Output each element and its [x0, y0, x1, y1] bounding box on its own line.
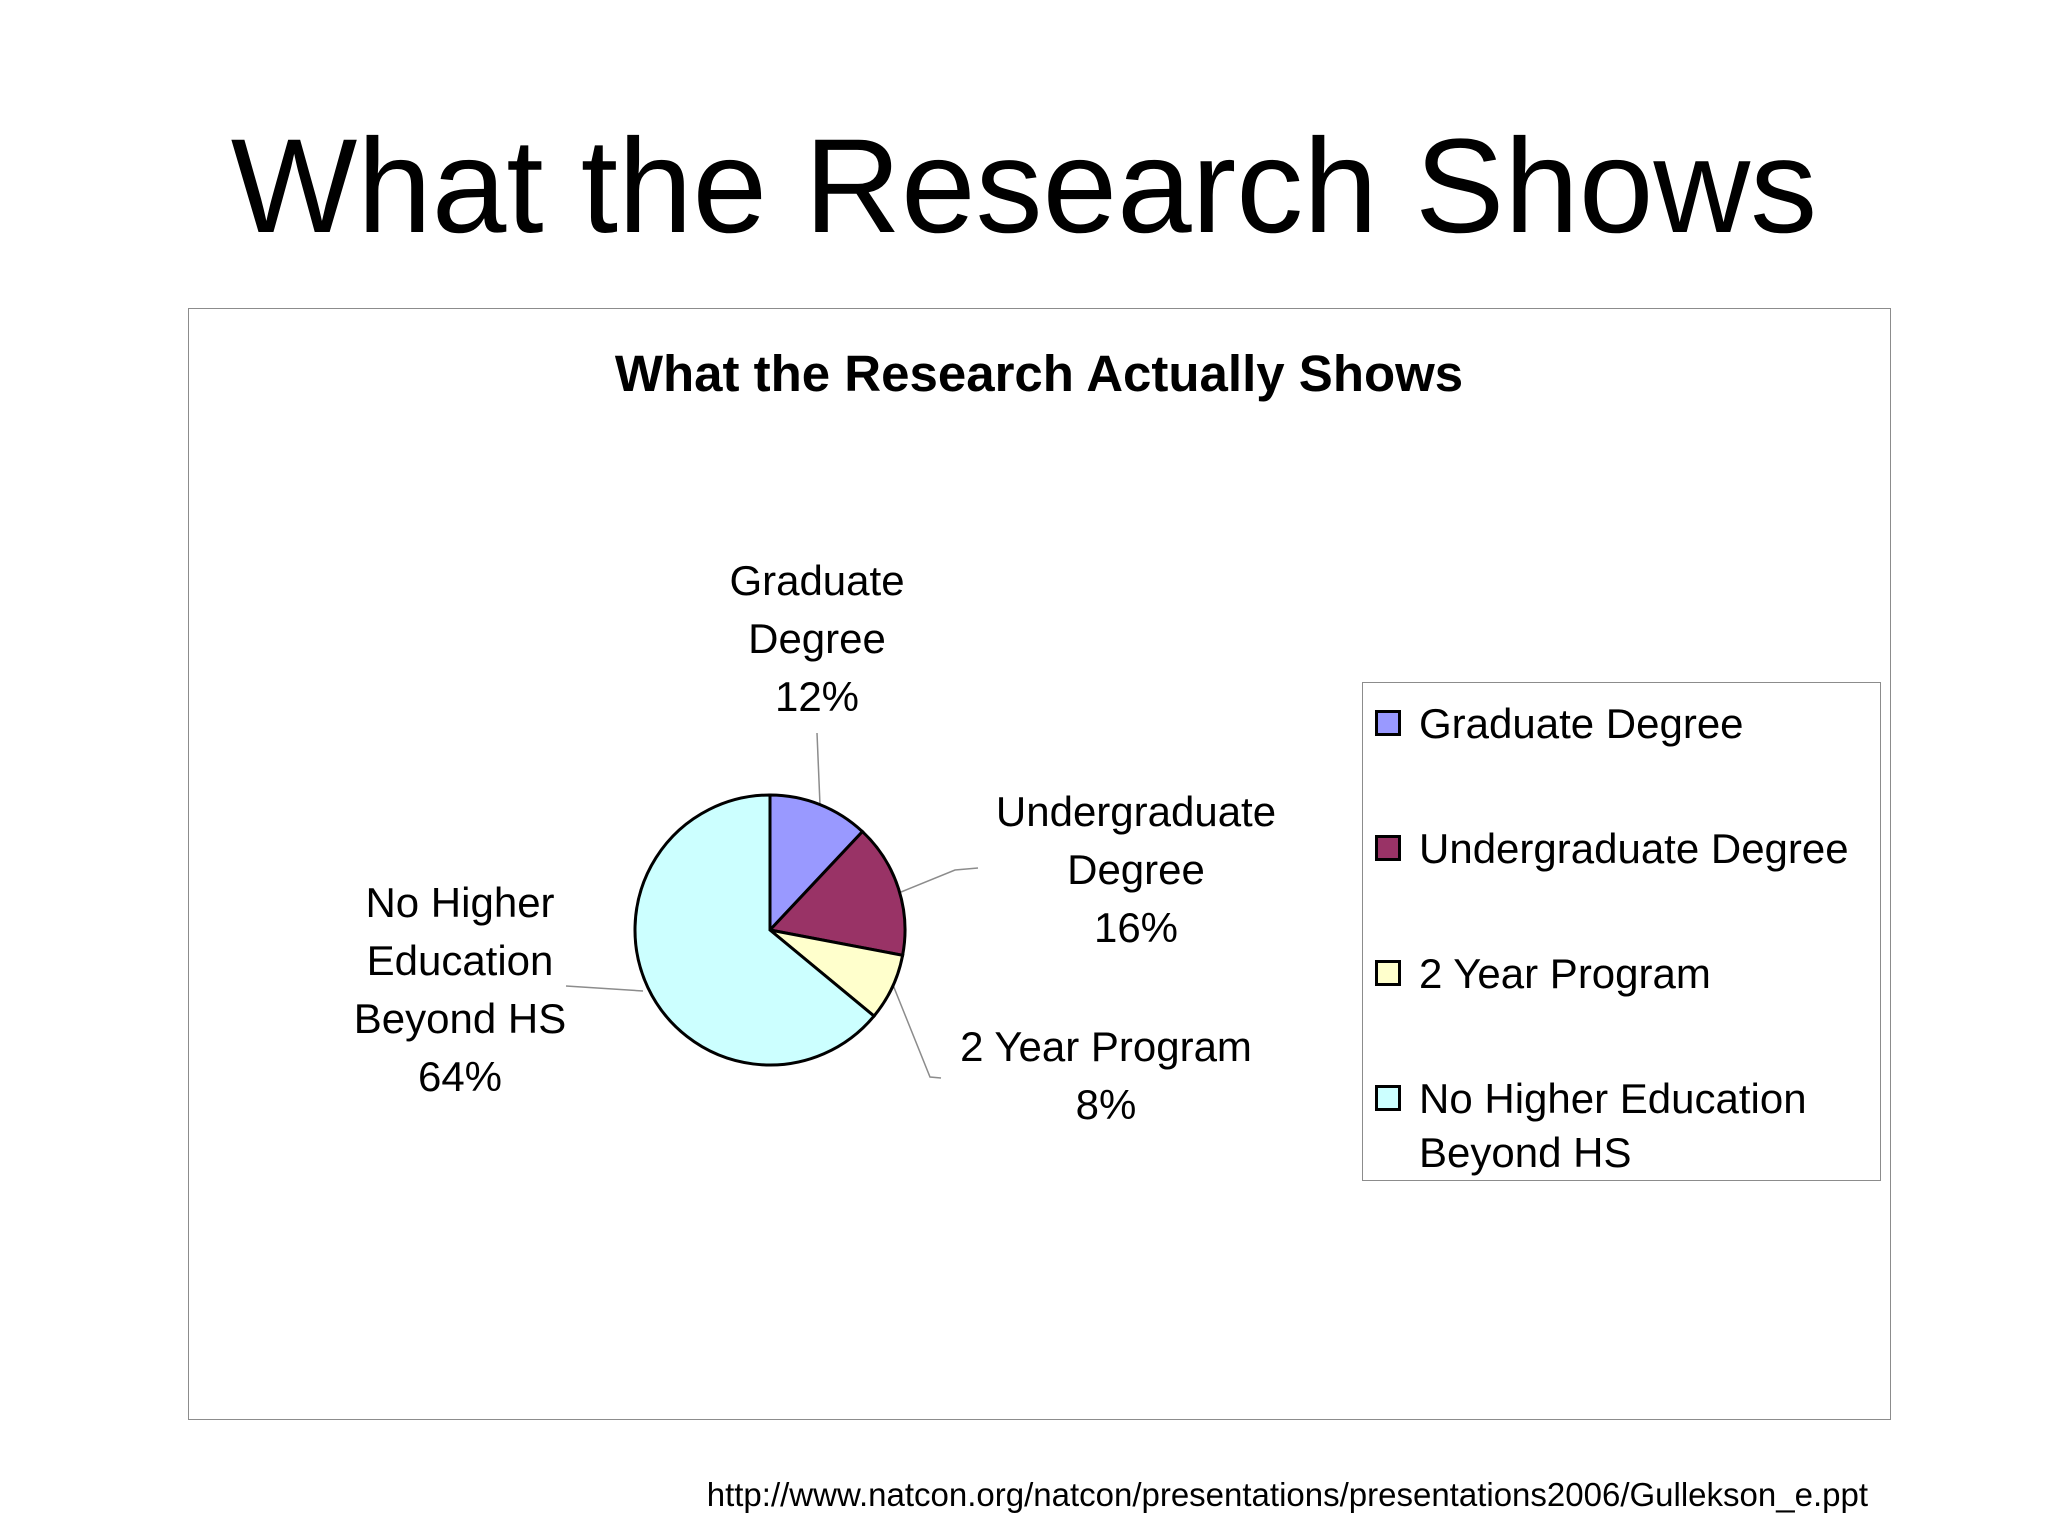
legend-label: Undergraduate Degree [1419, 825, 1849, 872]
source-url: http://www.natcon.org/natcon/presentatio… [706, 1476, 1868, 1513]
legend-label: Graduate Degree [1419, 700, 1744, 747]
chart-title: What the Research Actually Shows [615, 345, 1463, 402]
legend-swatch [1375, 960, 1401, 986]
leader-line [816, 732, 821, 806]
legend-swatch [1375, 835, 1401, 861]
leader-line [565, 985, 644, 992]
slide-title: What the Research Shows [230, 112, 1818, 261]
data-label: Graduate Degree 12% [729, 557, 904, 720]
leader-line [900, 867, 979, 893]
data-labels: Graduate Degree 12% Undergraduate Degree 16% 2… [354, 557, 1276, 1128]
data-label: No Higher Education Beyond HS 64% [354, 879, 566, 1100]
chart-frame [188, 308, 1891, 1420]
legend-item: No Higher Education Beyond HS [1375, 1072, 1859, 1180]
legend-item: 2 Year Program [1375, 947, 1859, 1001]
leader-line [892, 984, 942, 1079]
pie-slice [768, 793, 865, 934]
pie-slice [767, 829, 907, 958]
legend: Graduate Degree Undergraduate Degree 2 Y… [1362, 682, 1881, 1181]
legend-swatch [1375, 710, 1401, 736]
data-label: 2 Year Program 8% [960, 1023, 1252, 1128]
legend-item: Undergraduate Degree [1375, 822, 1859, 876]
legend-item: Graduate Degree [1375, 697, 1859, 751]
leader-lines [565, 732, 979, 1079]
legend-label: No Higher Education Beyond HS [1419, 1075, 1807, 1176]
legend-label: 2 Year Program [1419, 950, 1711, 997]
pie-slice [633, 793, 877, 1067]
pie-slices [633, 793, 907, 1067]
legend-swatch [1375, 1085, 1401, 1111]
data-label: Undergraduate Degree 16% [996, 788, 1276, 951]
